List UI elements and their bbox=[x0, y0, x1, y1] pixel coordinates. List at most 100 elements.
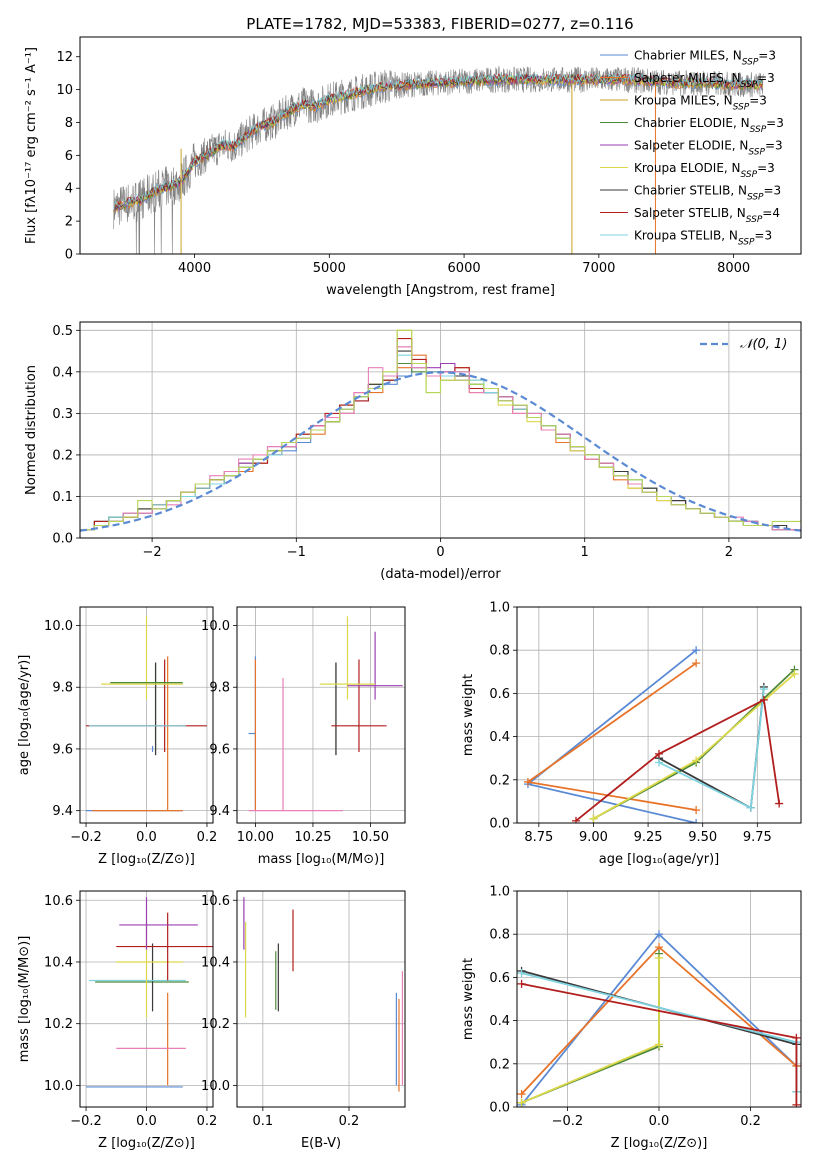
y-tick-label: 0.2 bbox=[489, 773, 510, 788]
legend-subscript: SSP bbox=[741, 170, 758, 180]
legend-subscript: SSP bbox=[733, 103, 750, 113]
x-tick-label: 2 bbox=[725, 545, 733, 560]
x-tick-label: 0.2 bbox=[197, 830, 218, 845]
weight-point-marker bbox=[759, 685, 768, 694]
y-tick-label: 0.1 bbox=[52, 490, 73, 505]
y-tick-label: 0.3 bbox=[52, 407, 73, 422]
weight-point-marker bbox=[655, 953, 663, 962]
axes-frame bbox=[516, 606, 802, 824]
legend-value: =3 bbox=[757, 161, 775, 175]
weight-point-marker bbox=[589, 814, 598, 823]
x-tick-label: −2 bbox=[143, 545, 162, 560]
y-tick-label: 9.6 bbox=[209, 742, 230, 757]
plot-area bbox=[86, 897, 213, 1088]
weight-point-marker bbox=[692, 819, 701, 823]
gaussian-curve bbox=[80, 371, 801, 532]
weight-point-marker bbox=[517, 1090, 526, 1099]
y-axis-label: Normed distribution bbox=[24, 365, 39, 495]
x-tick-label: 4000 bbox=[178, 261, 211, 276]
x-tick-label: 9.00 bbox=[579, 830, 608, 845]
x-tick-label: 7000 bbox=[582, 261, 615, 276]
y-tick-label: 10.2 bbox=[44, 1017, 73, 1032]
model-kroupa-stelib bbox=[113, 72, 763, 211]
x-tick-label: 5000 bbox=[313, 261, 346, 276]
plot-area bbox=[243, 897, 404, 1092]
legend-label: Salpeter ELODIE, NSSP=3 bbox=[634, 139, 783, 158]
y-axis-label: age [log₁₀(age/yr)] bbox=[17, 655, 32, 776]
weight-series-line bbox=[521, 958, 660, 1104]
spectrum-panel: 4000 5000 6000 7000 8000 0 2 4 6 8 10 12 wavelength … bbox=[24, 36, 802, 298]
weight-point-marker bbox=[517, 979, 526, 988]
x-tick-label: 0.2 bbox=[197, 1114, 218, 1129]
x-tick-label: 6000 bbox=[448, 261, 481, 276]
legend-label: Chabrier ELODIE, NSSP=3 bbox=[634, 116, 784, 135]
age-vs-mass-weight-panel: 8.75 9.00 9.25 9.50 9.75 0.0 0.2 0.4 0.6 0.8 1.0 ag… bbox=[461, 601, 802, 867]
y-tick-label: 10.6 bbox=[201, 894, 230, 909]
y-tick-label: 0.8 bbox=[489, 644, 510, 659]
z-vs-mass-weight-panel: −0.2 0.0 0.2 0.0 0.2 0.4 0.6 0.8 1.0 Z [log₁₀(Z/Z… bbox=[461, 885, 802, 1151]
legend-subscript: SSP bbox=[742, 58, 759, 68]
y-tick-label: 9.4 bbox=[209, 804, 230, 819]
weight-point-marker bbox=[746, 803, 755, 812]
x-tick-label: 9.75 bbox=[743, 830, 772, 845]
x-axis-label: Z [log₁₀(Z/Z⊙)] bbox=[98, 852, 195, 867]
residual-histogram-panel: −2 −1 0 1 2 0.0 0.1 0.2 0.3 0.4 0.5 (data-model)/er… bbox=[24, 321, 802, 582]
y-tick-label: 9.8 bbox=[209, 681, 230, 696]
weight-series-line bbox=[575, 698, 781, 822]
axes-frame bbox=[236, 890, 406, 1108]
figure-title: PLATE=1782, MJD=53383, FIBERID=0277, z=0… bbox=[246, 15, 633, 33]
y-tick-label: 0.2 bbox=[52, 448, 73, 463]
y-axis-label: mass weight bbox=[461, 674, 476, 756]
x-axis-label: (data-model)/error bbox=[380, 567, 501, 582]
y-tick-label: 10.2 bbox=[201, 1017, 230, 1032]
y-tick-label: 0.0 bbox=[52, 532, 73, 547]
x-tick-label: 0.2 bbox=[339, 1114, 360, 1129]
y-tick-label: 0 bbox=[65, 248, 73, 263]
legend-value: =3 bbox=[766, 116, 784, 130]
weight-point-marker bbox=[655, 758, 663, 767]
x-tick-label: −0.2 bbox=[552, 1114, 584, 1129]
y-tick-label: 1.0 bbox=[489, 885, 510, 900]
y-tick-label: 0.4 bbox=[489, 730, 510, 745]
y-tick-label: 0.2 bbox=[489, 1057, 510, 1072]
plot-area bbox=[248, 616, 403, 812]
x-tick-label: −1 bbox=[287, 545, 306, 560]
plot-area bbox=[523, 646, 799, 823]
axes-frame bbox=[79, 321, 802, 539]
plot-area bbox=[517, 930, 801, 1107]
legend-subscript: SSP bbox=[738, 238, 755, 248]
x-axis-label: age [log₁₀(age/yr)] bbox=[599, 852, 720, 867]
plot-area bbox=[80, 329, 801, 532]
y-tick-label: 2 bbox=[65, 215, 73, 230]
y-axis-label: Flux [fλ10⁻¹⁷ erg cm⁻² s⁻¹ A⁻¹] bbox=[24, 47, 39, 244]
legend-value: =3 bbox=[749, 94, 767, 108]
y-axis-label: mass weight bbox=[461, 958, 476, 1040]
legend-label: Chabrier STELIB, NSSP=3 bbox=[634, 184, 781, 203]
x-tick-label: 9.50 bbox=[688, 830, 717, 845]
y-tick-label: 0.8 bbox=[489, 928, 510, 943]
legend-label: 𝒩(0, 1) bbox=[740, 337, 787, 352]
axes-frame bbox=[236, 606, 406, 824]
y-tick-label: 9.6 bbox=[52, 742, 73, 757]
legend-label: Chabrier MILES, NSSP=3 bbox=[634, 49, 776, 68]
y-tick-label: 0.4 bbox=[489, 1014, 510, 1029]
x-tick-label: 10.00 bbox=[237, 830, 274, 845]
y-tick-label: 10.0 bbox=[44, 619, 73, 634]
x-tick-label: 8.75 bbox=[524, 830, 553, 845]
y-tick-label: 10.6 bbox=[44, 894, 73, 909]
y-axis-label: mass [log₁₀(M/M⊙)] bbox=[17, 936, 32, 1063]
weight-point-marker bbox=[523, 777, 532, 786]
weight-point-marker bbox=[790, 669, 799, 678]
weight-point-marker bbox=[571, 816, 580, 823]
legend-value: =4 bbox=[762, 206, 780, 220]
x-axis-label: E(B-V) bbox=[301, 1136, 341, 1151]
y-tick-label: 9.4 bbox=[52, 804, 73, 819]
weight-point-marker bbox=[517, 1098, 526, 1107]
legend-value: =3 bbox=[765, 139, 783, 153]
axes-frame bbox=[79, 36, 802, 255]
legend-subscript: SSP bbox=[748, 148, 765, 158]
z-vs-age-panel: −0.2 0.0 0.2 9.4 9.6 9.8 10.0 Z [log₁₀(Z/Z⊙)] ag… bbox=[17, 606, 218, 867]
ebv-vs-mass-panel: 0.1 0.2 10.0 10.2 10.4 10.6 E(B-V) bbox=[201, 890, 406, 1151]
y-tick-label: 0.4 bbox=[52, 365, 73, 380]
x-tick-label: 10.50 bbox=[352, 830, 389, 845]
